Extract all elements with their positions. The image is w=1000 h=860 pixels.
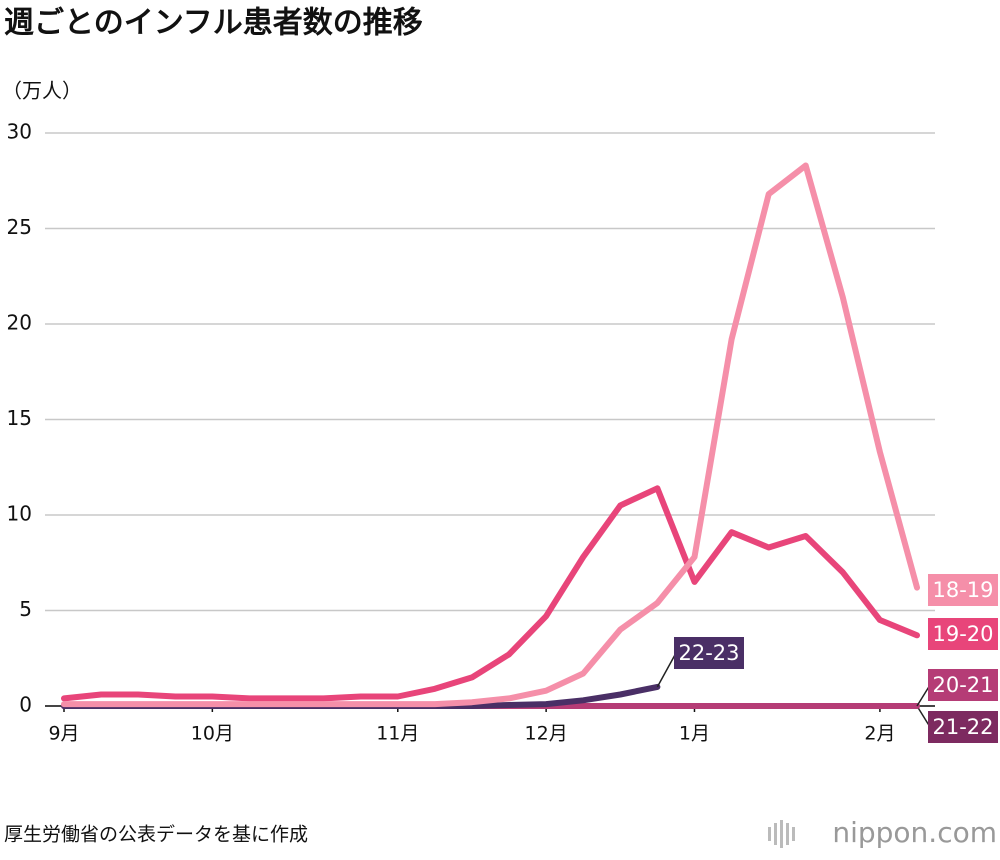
series-label-box	[928, 574, 998, 606]
y-tick-label: 30	[7, 120, 32, 144]
x-tick-label: 12月	[525, 723, 568, 745]
x-tick-label: 9月	[48, 723, 79, 745]
series-label-box	[674, 637, 744, 669]
y-axis-label: （万人）	[2, 79, 82, 103]
series-label: 20-21	[932, 673, 993, 697]
series-label-box	[928, 711, 998, 743]
series-label: 18-19	[932, 578, 993, 602]
series-line	[61, 485, 920, 702]
series-label-box	[928, 618, 998, 650]
y-tick-label: 10	[7, 502, 32, 526]
x-tick-label: 11月	[376, 723, 419, 745]
leader-line	[916, 684, 931, 707]
series-label: 19-20	[932, 622, 993, 646]
chart-title: 週ごとのインフル患者数の推移	[4, 6, 423, 41]
y-tick-label: 20	[7, 311, 32, 335]
logo: nippon.com	[832, 816, 997, 849]
leader-line	[916, 705, 931, 728]
y-tick-label: 5	[19, 597, 32, 621]
y-tick-label: 25	[7, 215, 32, 239]
series-label-box	[928, 669, 998, 701]
x-tick-label: 2月	[864, 723, 895, 745]
x-tick-label: 1月	[679, 723, 710, 745]
series-line	[61, 162, 920, 708]
series-label: 22-23	[678, 641, 739, 665]
y-tick-label: 15	[7, 406, 32, 430]
source-note: 厚生労働省の公表データを基に作成	[4, 824, 308, 846]
logo-mark	[768, 820, 795, 848]
series-label: 21-22	[932, 715, 993, 739]
leader-line	[656, 652, 677, 688]
y-tick-label: 0	[19, 693, 32, 717]
x-tick-label: 10月	[191, 723, 234, 745]
